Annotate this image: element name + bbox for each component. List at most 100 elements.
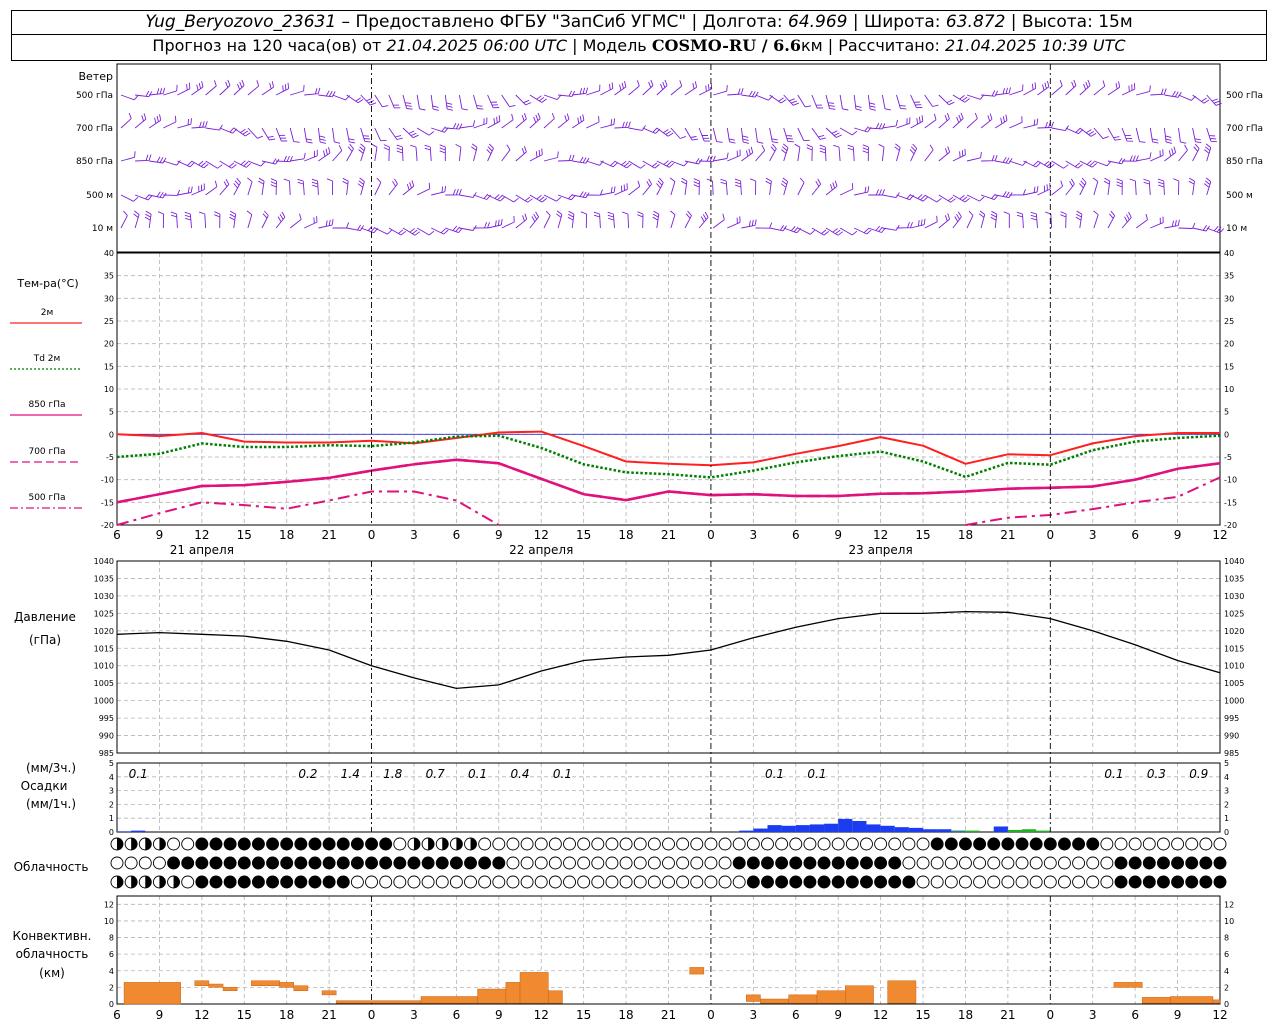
cloud-circle <box>251 856 265 870</box>
cloud-cover-icon <box>350 837 364 851</box>
wind-barb <box>416 227 435 236</box>
cloud-cover-icon <box>138 837 152 851</box>
cloud-cover-icon <box>209 837 223 851</box>
cloud-cover-icon <box>775 837 789 851</box>
wind-barb <box>473 193 492 200</box>
convective-bar <box>123 982 181 1005</box>
wind-barb <box>952 211 962 229</box>
station-name: Yug_Beryozovo_23631 <box>145 12 337 32</box>
wind-level-label-right: 850 гПа <box>1226 157 1263 167</box>
cloud-cover-icon <box>1029 856 1043 870</box>
cloud-cover-icon <box>845 856 859 870</box>
wind-level-label-left: 700 гПа <box>76 124 113 134</box>
convective-bar <box>335 1000 422 1004</box>
y-tick-label-left: 5 <box>109 759 114 768</box>
cloud-circle <box>195 837 209 851</box>
wind-barb <box>600 82 614 96</box>
cloud-circle <box>223 837 237 851</box>
cloud-circle <box>619 837 633 851</box>
cloud-circle <box>619 875 633 889</box>
wind-barb <box>1093 160 1112 167</box>
wind-barb <box>938 94 955 106</box>
wind-barb <box>980 113 993 129</box>
cloud-circle <box>605 837 619 851</box>
cloud-circle <box>350 837 364 851</box>
convective-bar <box>887 980 917 1004</box>
precip-bar-rain <box>852 820 867 832</box>
y-tick-label-right: 1040 <box>1224 557 1244 566</box>
cloud-panel: Облачность <box>14 837 1227 889</box>
cloud-cover-icon <box>1142 875 1156 889</box>
wind-level-label-right: 500 м <box>1226 191 1253 201</box>
wind-barb <box>360 127 371 143</box>
precip-bar-rain <box>838 818 853 832</box>
cloud-circle <box>1072 875 1086 889</box>
y-tick-label-right: 25 <box>1224 317 1234 326</box>
y-tick-label-left: 30 <box>104 294 114 303</box>
y-tick-label-left: 20 <box>104 340 114 349</box>
wind-barb <box>177 82 191 96</box>
cloud-circle <box>860 837 873 851</box>
wind-panel-frame <box>116 63 1221 253</box>
wind-barb <box>571 114 585 129</box>
precip-3h-totals: 0.1 0.2 1.4 1.8 0.7 0.1 0.4 0.1 0.1 0.1 0.1 0.3 0.9 <box>129 767 1209 781</box>
cloud-cover-icon <box>492 856 506 870</box>
wind-barb <box>797 177 805 196</box>
wind-barb <box>326 178 334 196</box>
cloud-cover-icon <box>1213 856 1227 870</box>
cloud-circle <box>761 856 774 870</box>
wind-barb <box>487 115 501 129</box>
cloud-cover-icon <box>1072 837 1086 851</box>
wind-barb <box>486 143 494 162</box>
pressure-grid: 985 985 990 990 995 995 1000 1000 1005 1005 1010 10… <box>94 557 1245 758</box>
cloud-circle <box>393 875 407 889</box>
y-tick-label-left: -5 <box>106 453 114 462</box>
cloud-circle <box>1199 875 1213 889</box>
wind-barb <box>684 158 703 165</box>
time-tick-label: 18 <box>279 1008 294 1022</box>
cloud-circle <box>294 875 308 889</box>
wind-barb <box>473 94 484 110</box>
precip-title-1h: (мм/1ч.) <box>26 797 76 811</box>
wind-barb <box>318 90 336 98</box>
cloud-cover-icon <box>1015 875 1029 889</box>
y-tick-label-right: 1000 <box>1224 697 1244 706</box>
wind-barb <box>163 84 178 96</box>
convective-bar <box>251 980 280 986</box>
time-tick-label: 21 <box>321 1008 336 1022</box>
time-tick-label: 21 <box>1000 1008 1015 1022</box>
wind-barb <box>727 216 741 229</box>
wind-barb <box>839 127 858 136</box>
time-tick-label: 15 <box>915 1008 930 1022</box>
cloud-cover-icon <box>874 837 888 851</box>
cloud-cover-icon <box>987 856 1001 870</box>
cloud-circle <box>704 875 718 889</box>
time-tick-label: 21 <box>321 528 336 542</box>
cloud-cover-icon <box>746 837 760 851</box>
cloud-circle <box>1001 875 1015 889</box>
precip-title-3h: (мм/3ч.) <box>26 761 76 775</box>
cloud-circle <box>944 837 958 851</box>
convective-frame <box>116 895 1221 1005</box>
precip-total-label: 0.1 <box>807 767 826 781</box>
cloud-circle <box>817 837 831 851</box>
cloud-cover-icon <box>506 837 520 851</box>
cloud-circle <box>110 856 124 870</box>
precip-total-label: 0.4 <box>510 767 529 781</box>
wind-barb <box>1204 143 1212 162</box>
wind-barb <box>586 116 600 129</box>
wind-barb <box>219 79 231 96</box>
cloud-cover-icon <box>1185 875 1199 889</box>
cloud-circle <box>251 837 265 851</box>
cloud-circle <box>1029 875 1043 889</box>
wind-barb <box>769 143 777 162</box>
cloud-circle <box>1001 837 1015 851</box>
cloud-circle <box>690 875 704 889</box>
longitude-value: 64.969 <box>788 12 848 32</box>
wind-barb <box>681 177 688 196</box>
cloud-cover-icon <box>195 875 209 889</box>
wind-barb <box>628 80 640 96</box>
wind-barb <box>924 94 939 107</box>
cloud-circle <box>209 837 223 851</box>
y-tick-label-left: 6 <box>109 950 114 959</box>
